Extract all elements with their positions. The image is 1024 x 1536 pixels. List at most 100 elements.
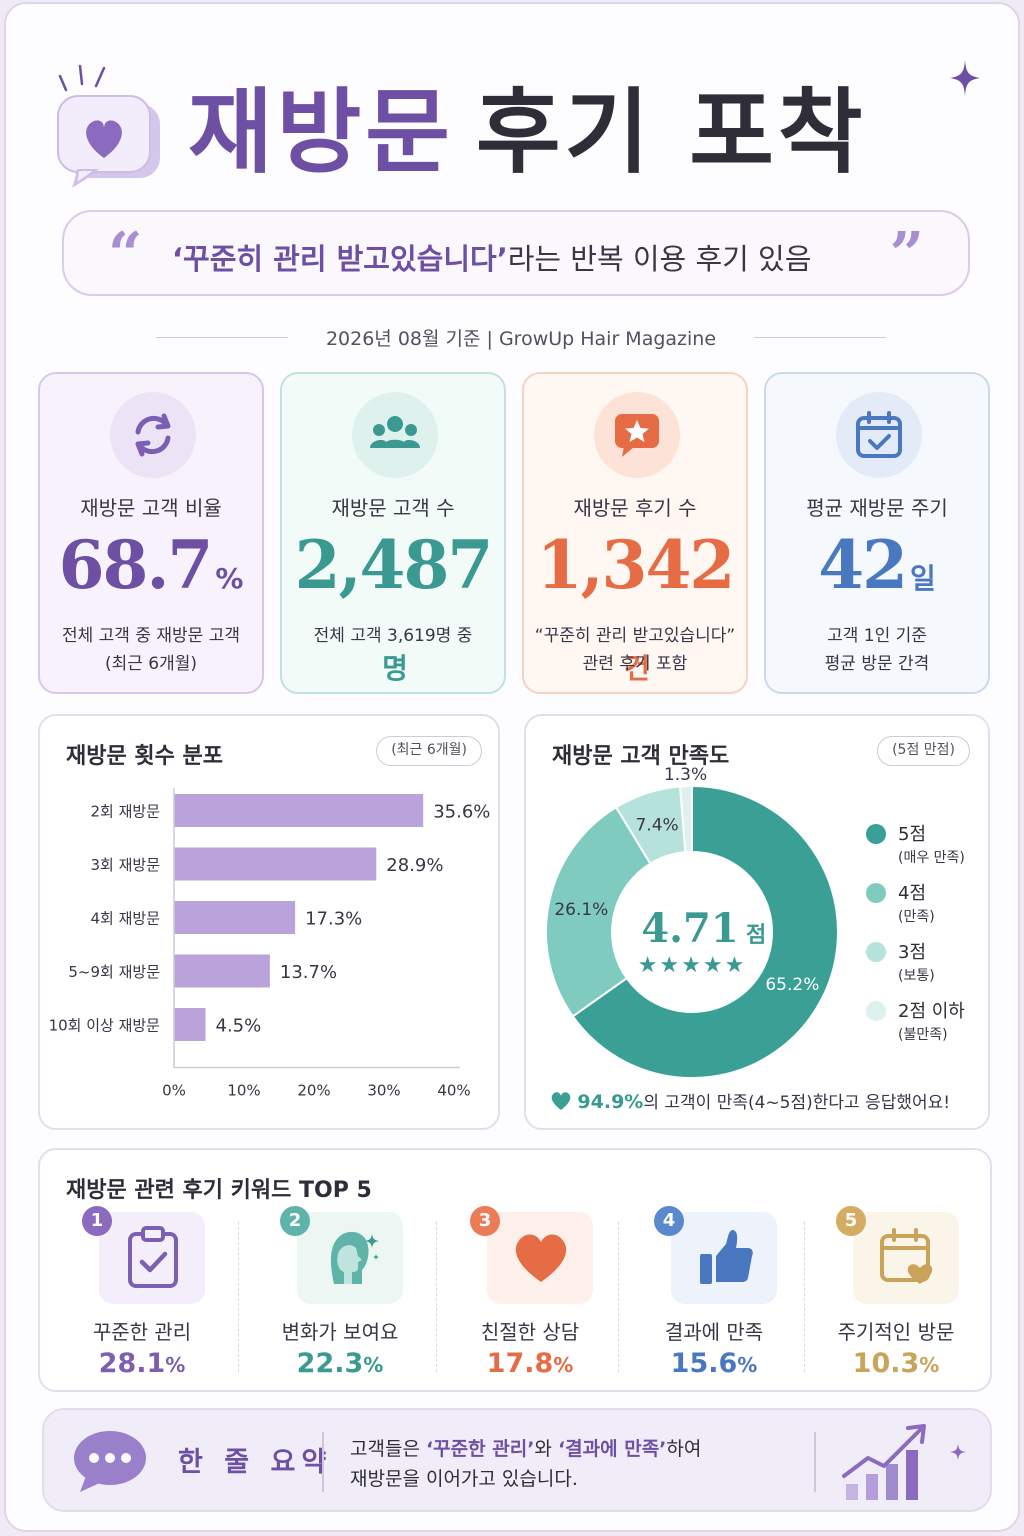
footnote-text: 의 고객이 만족(4~5점)한다고 응답했어요! xyxy=(643,1093,951,1113)
sparkle-rays-icon xyxy=(58,64,106,92)
legend-label: 2점 이하 xyxy=(898,1001,965,1022)
keyword-value: 28.1% xyxy=(52,1348,232,1379)
summary-pre: 고객들은 xyxy=(350,1438,426,1460)
rank-badge: 5 xyxy=(836,1206,866,1236)
stat-unit: 명 xyxy=(382,652,408,685)
stat-note: 전체 고객 3,619명 중 xyxy=(282,622,504,650)
bar-value-label: 28.9% xyxy=(386,855,443,876)
page-title: 재방문 후기 포착 xyxy=(188,78,978,188)
stat-label: 평균 재방문 주기 xyxy=(806,496,948,520)
keyword-divider xyxy=(436,1222,437,1372)
keyword-item: 5 주기적인 방문 10.3% xyxy=(806,1206,986,1392)
bar xyxy=(174,901,296,934)
center-unit: 점 xyxy=(746,923,766,948)
bar-chart-panel: 재방문 횟수 분포 (최근 6개월) 2회 재방문 35.6% 3회 재방문 28.9… xyxy=(38,714,500,1130)
card-icon-bg xyxy=(352,392,438,478)
keyword-value: 15.6% xyxy=(624,1348,804,1379)
stat-card-revisit-count: 재방문 고객 수 2,487 명 전체 고객 3,619명 중 xyxy=(280,372,506,694)
bar-category-label: 5~9회 재방문 xyxy=(68,963,160,981)
summary-divider xyxy=(814,1432,816,1492)
infographic-page: 재방문 후기 포착 “ ‘꾸준히 관리 받고있습니다’라는 반복 이용 후기 있음… xyxy=(4,2,1020,1532)
rank-badge: 3 xyxy=(470,1206,500,1236)
footnote-value: 94.9% xyxy=(577,1091,644,1113)
keyword-number: 28.1 xyxy=(98,1348,166,1379)
keyword-value: 22.3% xyxy=(250,1348,430,1379)
bar-category-label: 2회 재방문 xyxy=(90,803,160,821)
stat-number: 2,487 xyxy=(294,526,494,604)
calendar-heart-icon xyxy=(880,1228,933,1284)
heart-icon xyxy=(551,1092,571,1110)
stat-unit: % xyxy=(215,562,244,595)
keyword-item: 1 꾸준한 관리 28.1% xyxy=(52,1206,232,1392)
thumbs-up-icon xyxy=(700,1230,753,1284)
slice-label: 1.3% xyxy=(664,766,707,785)
bar-category-label: 4회 재방문 xyxy=(90,910,160,928)
keyword-unit: % xyxy=(165,1353,186,1377)
growth-chart-icon xyxy=(842,1424,966,1500)
keyword-label: 친절한 상담 xyxy=(480,1320,580,1344)
donut-chart-title: 재방문 고객 만족도 xyxy=(552,744,730,769)
keyword-item: 4 결과에 만족 15.6% xyxy=(624,1206,804,1392)
stat-unit: 건 xyxy=(624,652,650,685)
rank-badge: 4 xyxy=(654,1206,684,1236)
slice-label: 26.1% xyxy=(554,900,608,920)
donut-slice xyxy=(545,805,652,1018)
satisfaction-footnote: 94.9%의 고객이 만족(4~5점)한다고 응답했어요! xyxy=(550,1088,980,1113)
x-tick-label: 30% xyxy=(367,1082,400,1100)
chat-dots-icon xyxy=(74,1431,146,1492)
keywords-panel: 재방문 관련 후기 키워드 TOP 5 1 꾸준한 관리 28.1% xyxy=(38,1148,992,1392)
stat-note-line2: 평균 방문 간격 xyxy=(824,654,930,674)
card-icon-bg xyxy=(836,392,922,478)
legend-label: 5점 xyxy=(898,824,926,845)
keyword-label: 결과에 만족 xyxy=(664,1320,764,1344)
bar-category-label: 10회 이상 재방문 xyxy=(49,1017,161,1035)
stat-card-revisit-rate: 재방문 고객 비율 68.7% 전체 고객 중 재방문 고객 (최근 6개월) xyxy=(38,372,264,694)
donut-chart-panel: 재방문 고객 만족도 (5점 만점) 65.2% 26.1% 7.4% 1.3% 4.7… xyxy=(524,714,990,1130)
summary-highlight-1: ‘꾸준한 관리’ xyxy=(425,1438,535,1460)
keyword-icon-box xyxy=(297,1212,403,1304)
x-tick-label: 20% xyxy=(297,1082,330,1100)
keyword-divider xyxy=(804,1222,805,1372)
legend-sublabel: (보통) xyxy=(898,968,935,984)
keyword-number: 10.3 xyxy=(852,1348,920,1379)
open-quote-icon: “ xyxy=(108,220,143,290)
clipboard-check-icon xyxy=(128,1226,178,1288)
keyword-item: 2 변화가 보여요 22.3% xyxy=(250,1206,430,1392)
stat-note-line2: (최근 6개월) xyxy=(104,654,198,674)
bar-value-label: 17.3% xyxy=(305,909,362,930)
summary-post: 하여 xyxy=(666,1438,702,1460)
stat-note: 전체 고객 중 재방문 고객 (최근 6개월) xyxy=(40,622,262,678)
bar-category-label: 3회 재방문 xyxy=(90,856,160,874)
legend-swatch xyxy=(866,1001,886,1021)
x-tick-label: 0% xyxy=(162,1082,186,1100)
stat-value: 1,342 건 xyxy=(524,520,746,714)
stat-card-review-count: 재방문 후기 수 1,342 건 “꾸준히 관리 받고있습니다” 관련 후기 포함 xyxy=(522,372,748,694)
keyword-divider xyxy=(618,1222,619,1372)
stat-note-line1: 전체 고객 3,619명 중 xyxy=(313,626,473,646)
stat-number: 68.7 xyxy=(58,526,214,604)
keyword-icon-box xyxy=(99,1212,205,1304)
stat-label: 재방문 고객 수 xyxy=(331,496,455,520)
donut-chart-scale-pill: (5점 만점) xyxy=(877,736,970,766)
slice-label: 65.2% xyxy=(765,975,819,995)
card-icon-bg xyxy=(594,392,680,478)
keyword-icon-box xyxy=(853,1212,959,1304)
x-tick-label: 10% xyxy=(227,1082,260,1100)
divider-right xyxy=(754,337,886,338)
summary-banner: 한 줄 요약 고객들은 ‘꾸준한 관리’와 ‘결과에 만족’하여 재방문을 이어… xyxy=(42,1408,992,1512)
keyword-icon-box xyxy=(671,1212,777,1304)
woman-profile-icon xyxy=(330,1231,379,1284)
bar xyxy=(174,794,424,827)
rating-stars: ★★★★★ xyxy=(638,953,747,978)
calendar-check-icon xyxy=(856,411,902,458)
summary-line1: 고객들은 ‘꾸준한 관리’와 ‘결과에 만족’하여 xyxy=(350,1434,810,1464)
title-rest: 후기 포착 xyxy=(475,79,867,186)
divider-left xyxy=(156,337,288,338)
summary-text: 고객들은 ‘꾸준한 관리’와 ‘결과에 만족’하여 재방문을 이어가고 있습니다… xyxy=(350,1434,810,1494)
stat-unit: 일 xyxy=(910,562,936,595)
heart-icon xyxy=(515,1234,567,1282)
legend-swatch xyxy=(866,883,886,903)
quote-highlight: ‘꾸준히 관리 받고있습니다’ xyxy=(172,242,508,276)
stat-label: 재방문 고객 비율 xyxy=(80,496,222,520)
legend-sublabel: (불만족) xyxy=(898,1027,948,1043)
